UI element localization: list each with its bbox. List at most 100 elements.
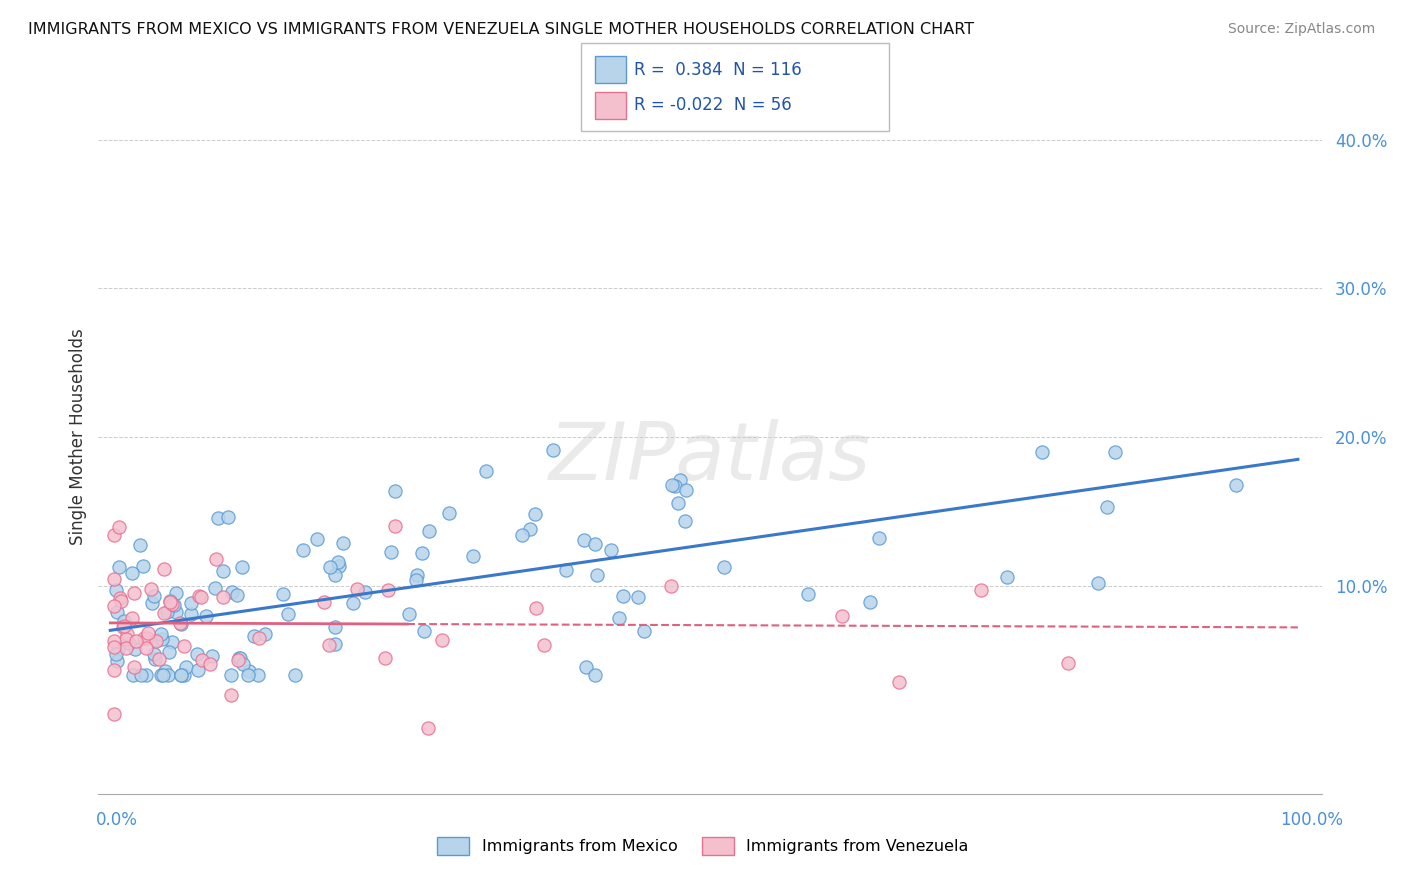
Point [112, 618, 135, 632]
Point [669, 473, 692, 487]
Point [1057, 656, 1080, 670]
Point [219, 689, 242, 703]
Point [187, 663, 209, 677]
Point [169, 616, 191, 631]
Point [416, 721, 439, 735]
Point [156, 605, 179, 619]
Point [307, 533, 329, 547]
Point [122, 585, 145, 599]
Point [124, 633, 146, 648]
Point [190, 653, 212, 667]
Point [153, 665, 176, 679]
Point [105, 606, 128, 620]
Point [112, 614, 135, 628]
Point [122, 660, 145, 674]
Point [325, 620, 347, 634]
Point [105, 655, 128, 669]
Point [599, 543, 621, 558]
Point [115, 641, 138, 656]
Point [995, 570, 1018, 584]
Point [346, 582, 368, 596]
Point [131, 559, 153, 574]
Point [247, 668, 270, 682]
Point [143, 652, 166, 666]
Point [122, 668, 145, 682]
Point [277, 607, 299, 622]
Point [555, 563, 578, 577]
Point [713, 560, 735, 574]
Point [238, 668, 260, 682]
Point [524, 601, 547, 615]
Point [152, 562, 174, 576]
Point [108, 591, 131, 606]
Point [627, 590, 650, 604]
Point [323, 567, 346, 582]
Point [232, 657, 254, 672]
Point [323, 637, 346, 651]
Point [673, 514, 696, 528]
Point [523, 507, 546, 521]
Point [384, 519, 406, 533]
Point [190, 590, 212, 604]
Point [541, 443, 564, 458]
Point [152, 668, 174, 682]
Point [238, 664, 260, 678]
Y-axis label: Single Mother Households: Single Mother Households [69, 329, 87, 545]
Point [121, 611, 143, 625]
Point [374, 651, 396, 665]
Point [1104, 445, 1126, 459]
Point [228, 653, 250, 667]
Point [103, 572, 125, 586]
Point [173, 668, 195, 682]
Point [108, 520, 131, 534]
Point [201, 648, 224, 663]
Point [103, 640, 125, 655]
Point [173, 639, 195, 653]
Text: Source: ZipAtlas.com: Source: ZipAtlas.com [1227, 22, 1375, 37]
Point [169, 668, 191, 682]
Point [377, 582, 399, 597]
Point [107, 641, 129, 656]
Point [1031, 444, 1053, 458]
Point [398, 607, 420, 622]
Point [138, 626, 160, 640]
Point [111, 620, 134, 634]
Point [430, 633, 453, 648]
Point [145, 633, 167, 648]
Point [198, 657, 221, 671]
Point [204, 581, 226, 595]
Point [475, 464, 498, 478]
Point [217, 509, 239, 524]
Point [212, 564, 235, 578]
Point [115, 627, 138, 641]
Point [135, 668, 157, 682]
Point [574, 659, 596, 673]
Point [135, 632, 157, 646]
Point [180, 596, 202, 610]
Point [152, 632, 174, 646]
Point [156, 668, 179, 682]
Point [583, 536, 606, 550]
Point [219, 668, 242, 682]
Point [271, 586, 294, 600]
Point [188, 590, 211, 604]
Text: 100.0%: 100.0% [1279, 811, 1343, 829]
Point [332, 535, 354, 549]
Point [221, 584, 243, 599]
Point [207, 510, 229, 524]
Legend: Immigrants from Mexico, Immigrants from Venezuela: Immigrants from Mexico, Immigrants from … [430, 830, 976, 862]
Point [231, 560, 253, 574]
Point [384, 483, 406, 498]
Point [247, 632, 270, 646]
Point [319, 560, 342, 574]
Point [887, 675, 910, 690]
Point [243, 629, 266, 643]
Point [159, 594, 181, 608]
Point [142, 647, 165, 661]
Point [225, 588, 247, 602]
Point [328, 558, 350, 573]
Point [661, 478, 683, 492]
Point [159, 594, 181, 608]
Point [145, 633, 167, 648]
Point [124, 641, 146, 656]
